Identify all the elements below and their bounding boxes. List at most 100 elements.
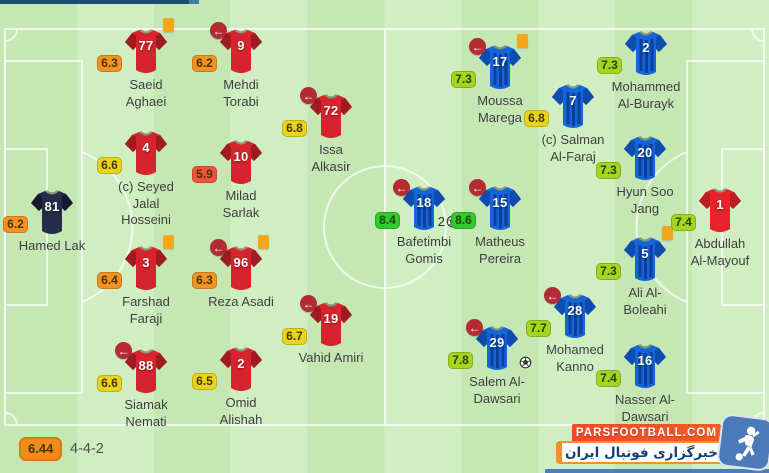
player-rating-badge: 7.4: [596, 370, 621, 387]
jersey-icon: [551, 84, 595, 130]
jersey-icon: [623, 136, 667, 182]
sub-off-icon: ←: [466, 319, 483, 336]
player-hamed-lak[interactable]: 81 6.2 Hamed Lak: [2, 190, 102, 255]
player-name: (c) Salman Al-Faraj: [541, 132, 605, 164]
player-rating-badge: 6.3: [192, 272, 217, 289]
jersey-number: 96: [233, 255, 249, 270]
player-ali-al-boleahi[interactable]: 5 7.3 Ali Al- Boleahi: [595, 226, 695, 318]
player-rating-badge: 7.8: [448, 352, 473, 369]
watermark-bottom-strip: [545, 469, 769, 473]
player-name: Abdullah Al-Mayouf: [690, 236, 750, 268]
player-reza-asadi[interactable]: 96 ← 6.3 Reza Asadi: [191, 235, 291, 311]
jersey-number: 16: [637, 353, 653, 368]
jersey-number: 20: [637, 145, 653, 160]
player-issa-alkasir[interactable]: 72 ← 6.8 Issa Alkasir: [281, 87, 381, 175]
player-name: Issa Alkasir: [311, 142, 351, 174]
player-name: Nasser Al- Dawsari: [615, 392, 675, 424]
jersey-number: 72: [323, 103, 339, 118]
sub-off-icon: ←: [469, 179, 486, 196]
player-mohamed-kanno[interactable]: 28 ← 7.7 Mohamed Kanno: [525, 287, 625, 375]
jersey-number: 7: [569, 93, 577, 108]
jersey-number: 4: [142, 140, 150, 155]
watermark-site-banner: PARSFOOTBALL.COM: [572, 424, 721, 442]
player-name: Salem Al- Dawsari: [469, 374, 525, 406]
player-name: Mehdi Torabi: [223, 77, 259, 109]
player-siamak-nemati[interactable]: 88 ← 6.6 Siamak Nemati: [96, 342, 196, 430]
player-farshad-faraji[interactable]: 3 6.4 Farshad Faraji: [96, 235, 196, 327]
jersey-icon: [624, 31, 668, 77]
player-name: Milad Sarlak: [222, 188, 260, 220]
player-rating-badge: 6.2: [192, 55, 217, 72]
player-name: Hyun Soo Jang: [616, 184, 674, 216]
player-rating-badge: 7.3: [597, 57, 622, 74]
player-mohammed-al-burayk[interactable]: 2 7.3 Mohammed Al-Burayk: [596, 31, 696, 112]
sub-off-icon: ←: [393, 179, 410, 196]
watermark-tagline: خبرگزاری فوتبال ایران: [565, 444, 718, 461]
jersey-icon: [623, 237, 667, 283]
player-rating-badge: 6.8: [524, 110, 549, 127]
player-rating-badge: 7.3: [596, 263, 621, 280]
jersey-icon: [402, 186, 446, 232]
player-rating-badge: 6.2: [3, 216, 28, 233]
jersey-number: 29: [489, 335, 505, 350]
player-moussa-marega[interactable]: 17 ← 7.3 Moussa Marega: [450, 34, 550, 126]
player-salem-al-dawsari[interactable]: 29 ← 7.8 Salem Al- Dawsari: [447, 319, 547, 407]
jersey-icon: [30, 190, 74, 236]
player-saeid-aghaei[interactable]: 77 6.3 Saeid Aghaei: [96, 18, 196, 110]
jersey-number: 2: [642, 40, 650, 55]
player-rating-badge: 8.6: [451, 212, 476, 229]
player-name: Siamak Nemati: [124, 397, 168, 429]
player-omid-alishah[interactable]: 2 6.5 Omid Alishah: [191, 347, 291, 428]
player-abdullah-al-mayouf[interactable]: 1 7.4 Abdullah Al-Mayouf: [670, 188, 769, 269]
jersey-icon: [124, 246, 168, 292]
player-name: Bafetimbi Gomis: [396, 234, 452, 266]
player-rating-badge: 5.9: [192, 166, 217, 183]
player-rating-badge: 6.6: [97, 375, 122, 392]
yellow-card-icon: [258, 235, 269, 249]
player-name: Matheus Pereira: [475, 234, 525, 266]
jersey-number: 3: [142, 255, 150, 270]
player-c-salman-al-faraj[interactable]: 7 6.8 (c) Salman Al-Faraj: [523, 84, 623, 165]
jersey-icon: [124, 29, 168, 75]
player-rating-badge: 6.7: [282, 328, 307, 345]
jersey-icon: [698, 188, 742, 234]
player-hyun-soo-jang[interactable]: 20 7.3 Hyun Soo Jang: [595, 136, 695, 217]
jersey-number: 28: [567, 303, 583, 318]
sub-off-icon: ←: [115, 342, 132, 359]
jersey-number: 17: [492, 54, 508, 69]
jersey-number: 88: [138, 358, 154, 373]
player-c-seyed-jalal-hosseini[interactable]: 4 6.6 (c) Seyed Jalal Hosseini: [96, 131, 196, 229]
player-vahid-amiri[interactable]: 19 ← 6.7 Vahid Amiri: [281, 295, 381, 367]
jersey-number: 10: [233, 149, 249, 164]
player-rating-badge: 8.4: [375, 212, 400, 229]
player-rating-badge: 7.7: [526, 320, 551, 337]
jersey-icon: [623, 344, 667, 390]
player-rating-badge: 6.3: [97, 55, 122, 72]
player-name: Saeid Aghaei: [125, 77, 167, 109]
player-name: Mohammed Al-Burayk: [611, 79, 681, 111]
jersey-icon: [553, 294, 597, 340]
football-player-icon: [735, 426, 760, 460]
jersey-number: 18: [416, 195, 432, 210]
jersey-number: 77: [138, 38, 154, 53]
player-matheus-pereira[interactable]: 15 ← 8.6 Matheus Pereira: [450, 179, 550, 267]
sub-off-icon: ←: [300, 87, 317, 104]
jersey-number: 15: [492, 195, 508, 210]
player-rating-badge: 6.4: [97, 272, 122, 289]
player-milad-sarlak[interactable]: 10 5.9 Milad Sarlak: [191, 140, 291, 221]
sub-off-icon: ←: [210, 239, 227, 256]
jersey-number: 2: [237, 356, 245, 371]
jersey-icon: [478, 186, 522, 232]
player-mehdi-torabi[interactable]: 9 ← 6.2 Mehdi Torabi: [191, 22, 291, 110]
jersey-icon: [219, 347, 263, 393]
player-name: Reza Asadi: [208, 294, 274, 309]
yellow-card-icon: [163, 235, 174, 249]
player-nasser-al-dawsari[interactable]: 16 7.4 Nasser Al- Dawsari: [595, 344, 695, 425]
sub-off-icon: ←: [210, 22, 227, 39]
jersey-number: 1: [716, 197, 724, 212]
top-accent-bar-end: [189, 0, 199, 4]
sub-off-icon: ←: [300, 295, 317, 312]
player-name: Hamed Lak: [18, 238, 86, 253]
formation-label: 4-4-2: [70, 441, 104, 457]
